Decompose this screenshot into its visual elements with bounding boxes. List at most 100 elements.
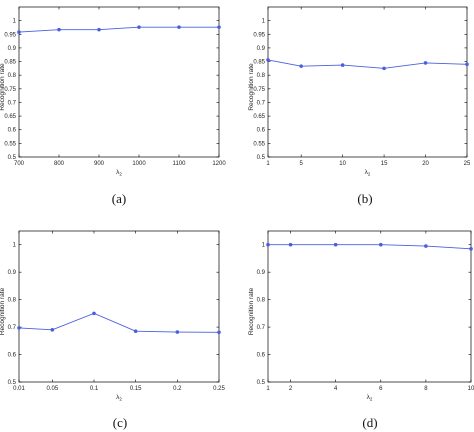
y-tick-label: 0.65 [253,114,265,120]
y-axis-label: Recognition rate [0,287,6,335]
y-tick-label: 0.7 [8,325,17,331]
x-tick-label: 0.25 [213,386,225,392]
data-point [137,25,141,29]
data-point [465,62,469,67]
y-axis-label: Recognition rate [0,63,6,111]
y-tick-label: 0.6 [257,128,266,134]
y-tick-label: 0.9 [257,46,266,52]
data-point [288,242,293,247]
y-tick-label: 0.85 [4,60,16,66]
y-tick-label: 0.55 [4,141,16,147]
panel-c: 0.01 0.05 0.1 0.15 0.2 0.25 0.5 0.6 0.7 0.8 0.9 1 λ2… [0,230,225,430]
data-point [299,64,303,68]
y-tick-label: 0.8 [8,73,17,79]
panel-caption: (a) [112,191,126,206]
x-tick-label: 10 [339,161,346,167]
x-tick-label: 1 [266,386,270,392]
data-point [469,247,473,251]
x-tick-label: 25 [464,161,471,167]
y-tick-label: 0.5 [8,155,17,161]
data-point [57,27,61,32]
series-line [267,59,468,69]
y-tick-label: 0.9 [257,270,266,276]
data-point [378,242,383,247]
y-tick-label: 0.9 [8,270,17,276]
y-tick-label: 1 [262,243,266,249]
x-tick-label: 900 [94,161,105,167]
y-tick-label: 0.95 [4,32,16,38]
panel-b: 1 5 10 15 20 250.50.550.60.650.70.750.80.850.… [248,6,471,206]
data-point [50,328,55,332]
y-tick-label: 0.6 [257,353,266,359]
data-point [266,58,270,62]
y-tick-label: 0.65 [4,114,16,120]
x-axis-label: λ2 [116,394,122,402]
x-axis-label: λ2 [365,169,371,177]
x-tick-label: 0.01 [13,386,25,392]
y-tick-label: 0.5 [257,380,266,386]
x-tick-label: 800 [54,161,65,167]
series-line [18,312,220,333]
x-tick-label: 5 [299,161,303,167]
axes-frame [18,230,220,383]
y-tick-label: 0.75 [253,87,265,93]
y-axis-label: Recognition rate [248,287,255,335]
y-tick-label: 1 [262,19,266,25]
x-tick-label: 15 [381,161,388,167]
data-point [175,330,180,334]
y-tick-label: 0.9 [8,46,17,52]
y-tick-label: 0.7 [8,100,17,106]
x-tick-label: 0.05 [46,386,58,392]
y-tick-label: 0.7 [257,325,266,331]
y-tick-label: 0.85 [253,60,265,66]
series-line [268,244,472,250]
x-tick-label: 1 [266,161,270,167]
data-point [423,61,428,65]
y-tick-label: 0.8 [8,298,17,304]
y-tick-label: 1 [13,243,17,249]
data-point [424,244,428,248]
data-point [92,311,96,316]
x-axis-label: λ2 [116,169,122,177]
data-point [333,242,338,247]
data-point [266,242,270,247]
x-tick-label: 0.2 [173,386,182,392]
x-tick-label: 6 [379,386,383,392]
series-line [18,26,219,33]
x-tick-label: 700 [14,161,25,167]
x-axis-label: λ2 [367,394,373,402]
data-point [217,330,221,335]
y-tick-label: 0.5 [8,380,17,386]
data-point [133,329,138,334]
y-tick-label: 0.95 [253,32,265,38]
y-tick-label: 1 [13,19,17,25]
axes-frame [18,6,220,158]
panel-caption: (b) [357,191,372,206]
y-tick-label: 0.6 [8,128,17,134]
data-point [97,27,101,32]
y-tick-label: 0.8 [257,298,266,304]
x-tick-label: 1200 [212,161,226,167]
panel-a: 700 800 900 1000 1100 1200 0.5 0.55 0.6 0.65 0.7 0.… [0,6,226,206]
panel-caption: (d) [362,415,377,430]
data-point [340,63,345,67]
x-tick-label: 1000 [132,161,146,167]
y-axis-label: Recognition rate [248,63,255,111]
y-tick-label: 0.8 [257,73,266,79]
y-tick-label: 0.5 [257,155,266,161]
axes-frame [267,6,468,158]
data-point [177,25,181,29]
data-point [17,326,21,330]
axes-frame [267,230,472,383]
x-tick-label: 10 [468,386,474,392]
y-tick-label: 0.6 [8,353,17,359]
x-tick-label: 4 [334,386,338,392]
x-tick-label: 20 [422,161,429,167]
y-tick-label: 0.7 [257,100,266,106]
panel-d: 1 2 4 6 8 10 0.5 0.6 0.7 0.8 0.9 1 λ2 Recognition rat… [248,230,474,430]
data-point [217,25,221,29]
panel-caption: (c) [113,415,127,430]
x-tick-label: 8 [424,386,428,392]
x-tick-label: 0.1 [90,386,99,392]
